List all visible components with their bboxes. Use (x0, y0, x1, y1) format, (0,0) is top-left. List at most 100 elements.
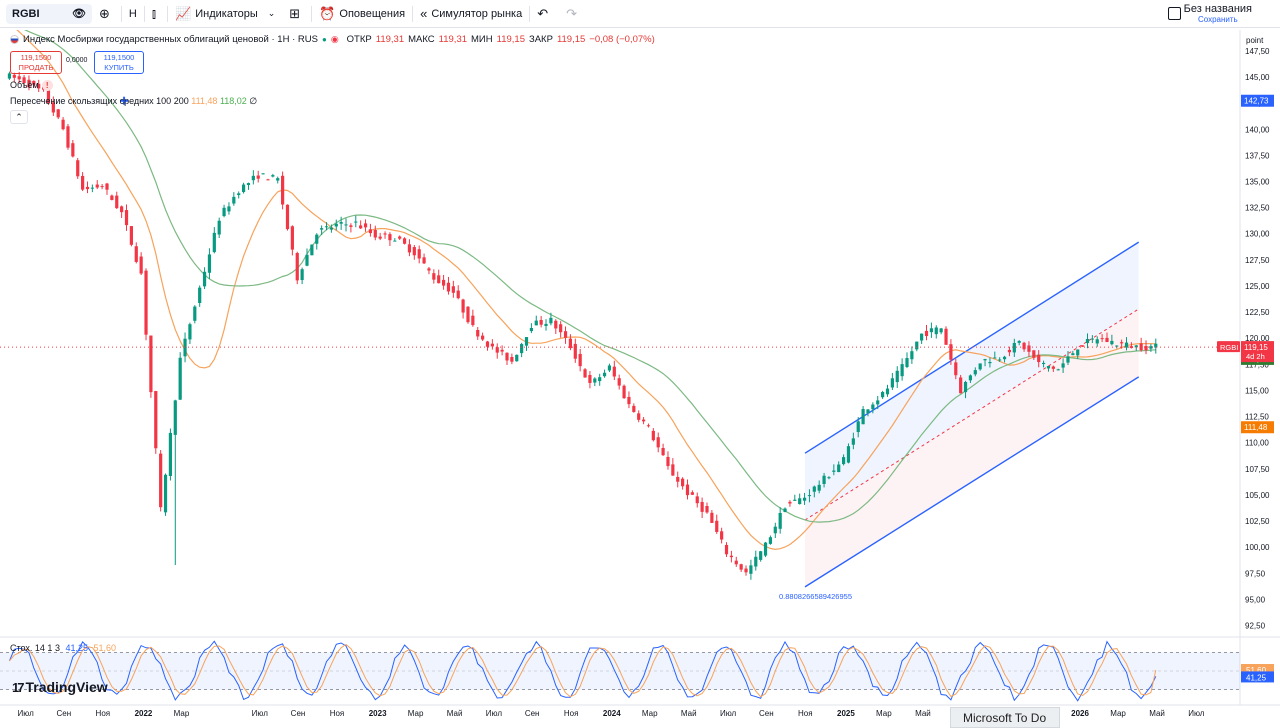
sell-button[interactable]: 119,1500 ПРОДАТЬ (10, 51, 62, 74)
buy-button[interactable]: 119,1500 КУПИТЬ (94, 51, 144, 74)
candle-body (554, 320, 558, 329)
candle-body (363, 223, 368, 228)
candle-body (549, 317, 553, 324)
candle-body (495, 347, 499, 353)
candle-body (110, 195, 114, 200)
candle-body (139, 256, 143, 274)
candle-body (476, 329, 480, 337)
top-toolbar: RGBI 👁 ⊕ H ⫾ 📈 Индикаторы ⌄ ⊞ ⏰ Оповещен… (0, 0, 1280, 28)
undo-button[interactable]: ↶ (530, 0, 559, 28)
candle-body (573, 343, 577, 359)
candle-body (1115, 345, 1119, 347)
candle-body (22, 77, 26, 84)
candle-body (344, 224, 348, 226)
candle-body (856, 421, 860, 433)
candle-body (949, 344, 953, 360)
replay-button[interactable]: « Симулятор рынка (413, 0, 529, 28)
candle-body (973, 370, 977, 375)
layout-title[interactable]: Без названия Сохранить (1184, 3, 1252, 24)
time-tick-label: Мар (1110, 709, 1126, 718)
regression-channel[interactable] (804, 241, 1140, 588)
candle-body (998, 359, 1002, 361)
open-label: ОТКР (346, 34, 372, 45)
popup-label: Microsoft To Do (963, 711, 1047, 725)
candle-body (754, 556, 758, 567)
chart-type-button[interactable]: ⫾ (145, 0, 167, 28)
price-axis-bg[interactable] (1240, 30, 1280, 705)
channel-lower-line (804, 376, 1140, 588)
candle-body (690, 492, 694, 495)
tradingview-logo[interactable]: 17 TradingView (12, 679, 108, 695)
volume-indicator[interactable]: Объём! (10, 80, 53, 91)
symbol-search[interactable]: RGBI 👁 (6, 3, 92, 24)
stochastic-legend[interactable]: Стох. 14 1 3 41,25 51,60 (10, 643, 116, 653)
warning-icon: ! (41, 80, 53, 91)
candle-body (934, 327, 938, 335)
close-value: 119,15 (556, 34, 586, 45)
candle-body (524, 337, 529, 346)
symbol-legend: Индекс Мосбиржи государственных облигаци… (10, 34, 655, 45)
candle-body (563, 331, 568, 338)
collapse-legend-button[interactable]: ⌃ (10, 110, 28, 124)
candle-body (490, 343, 494, 347)
change-value: −0,08 (−0,07%) (589, 34, 655, 45)
last-price-label: 119,15 (1244, 343, 1268, 352)
candle-body (198, 287, 202, 304)
stoch-k-value: 41,25 (65, 643, 88, 653)
candle-body (349, 225, 353, 227)
candle-body (188, 324, 192, 340)
candle-body (593, 378, 597, 383)
price-tick-label: 100,00 (1245, 543, 1270, 552)
candle-body (710, 512, 714, 523)
candles (7, 71, 1158, 580)
candle-body (27, 79, 31, 88)
candle-body (744, 568, 748, 573)
candle-body (968, 375, 973, 381)
candle-body (993, 357, 997, 359)
interval-button[interactable]: H (122, 0, 144, 28)
ma-fast-tag-bg (1241, 421, 1274, 434)
redo-button[interactable]: ↷ (559, 0, 588, 28)
candle-body (739, 564, 743, 570)
divider (143, 5, 145, 22)
candle-body (978, 363, 982, 370)
candle-body (310, 244, 314, 256)
plus-circle-icon: ⊕ (99, 5, 110, 21)
layout-checkbox[interactable] (1168, 7, 1181, 20)
candle-body (466, 306, 470, 323)
candle-body (641, 419, 646, 422)
candle-body (241, 184, 246, 193)
candle-body (1051, 366, 1055, 369)
compare-button[interactable]: ⊕ (92, 0, 121, 28)
candle-body (1022, 342, 1026, 350)
candle-body (622, 385, 626, 399)
indicators-button[interactable]: 📈 Индикаторы ⌄ (168, 0, 282, 28)
candle-body (183, 338, 187, 357)
price-tick-label: 105,00 (1245, 491, 1270, 500)
candle-body (207, 254, 212, 273)
candle-body (124, 210, 129, 226)
candle-body (685, 484, 690, 496)
ma-cross-indicator[interactable]: Пересечение скользящих средних 100 200 1… (10, 96, 257, 107)
candle-body (749, 565, 753, 574)
candle-body (876, 400, 880, 405)
alerts-button[interactable]: ⏰ Оповещения (312, 0, 412, 28)
stochastic-pane (0, 640, 1240, 702)
candle-body (144, 270, 148, 335)
time-tick-label: 2025 (837, 709, 855, 718)
candle-body (100, 186, 104, 188)
candle-body (1041, 362, 1046, 365)
candle-body (788, 501, 792, 504)
candle-body (1139, 343, 1143, 351)
templates-button[interactable]: ⊞ (282, 0, 311, 28)
candle-body (271, 175, 275, 177)
candle-body (578, 353, 582, 367)
candle-body (115, 195, 119, 209)
candle-body (783, 508, 787, 513)
candle-body (1066, 356, 1070, 363)
last-symbol-bg (1217, 341, 1240, 353)
ma-100-line (16, 30, 1156, 551)
microsoft-todo-popup[interactable]: Microsoft To Do (950, 707, 1060, 728)
time-tick-label: Май (915, 709, 931, 718)
